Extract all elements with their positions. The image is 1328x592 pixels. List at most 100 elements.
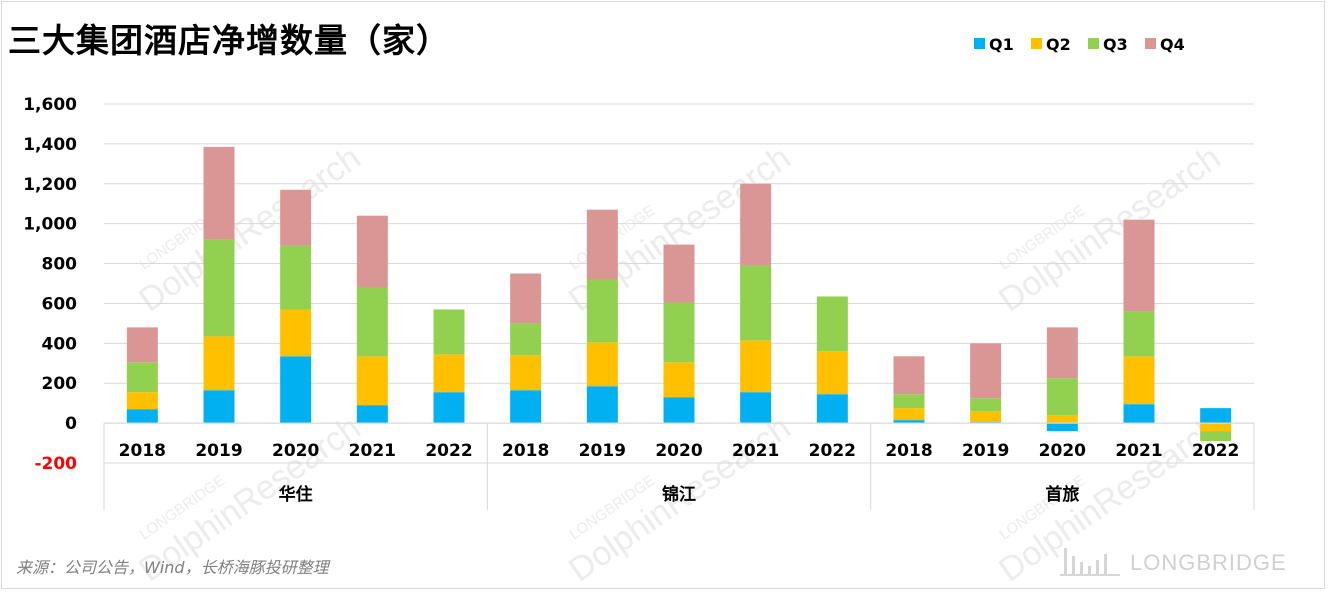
bar-q1 xyxy=(433,392,465,424)
bar-q4 xyxy=(203,146,235,240)
bar-q2 xyxy=(433,354,465,393)
x-tick-label: 2022 xyxy=(1192,441,1239,461)
chart-title: 三大集团酒店净增数量（家） xyxy=(8,21,450,60)
x-tick-label: 2021 xyxy=(349,441,396,461)
x-tick-label: 2020 xyxy=(1039,441,1086,461)
x-tick-label: 2020 xyxy=(272,441,319,461)
bar-q1 xyxy=(663,397,695,424)
bar-q3 xyxy=(1200,431,1232,442)
bar-q3 xyxy=(510,323,542,356)
bar-q1 xyxy=(893,420,925,424)
bar-q3 xyxy=(433,309,465,355)
y-tick-label: 200 xyxy=(42,374,78,394)
bar-q4 xyxy=(893,356,925,395)
bar-q2 xyxy=(893,408,925,421)
bar-q3 xyxy=(740,265,772,341)
y-tick-label: 0 xyxy=(65,414,77,434)
x-tick-label: 2021 xyxy=(1115,441,1162,461)
bar-q3 xyxy=(663,302,695,363)
bar-q2 xyxy=(1200,423,1232,432)
bar-q1 xyxy=(356,405,388,424)
bar-q2 xyxy=(1046,415,1078,424)
legend-swatch-q1 xyxy=(974,38,985,49)
x-tick-label: 2020 xyxy=(655,441,702,461)
y-tick-label: 800 xyxy=(42,255,78,275)
bar-q4 xyxy=(1046,327,1078,379)
bar-q4 xyxy=(126,327,158,363)
bar-q2 xyxy=(126,392,158,410)
x-tick-label: 2019 xyxy=(962,441,1009,461)
bar-q2 xyxy=(1123,356,1155,405)
legend-label: Q3 xyxy=(1103,35,1128,54)
bar-q4 xyxy=(356,215,388,288)
x-tick-label: 2021 xyxy=(732,441,779,461)
bars xyxy=(126,146,1232,442)
x-tick-label: 2018 xyxy=(885,441,932,461)
bar-q4 xyxy=(663,244,695,303)
bar-q3 xyxy=(280,245,312,310)
legend-swatch-q2 xyxy=(1031,38,1042,49)
bar-q2 xyxy=(356,356,388,406)
legend-swatch-q3 xyxy=(1088,38,1099,49)
bar-q2 xyxy=(816,351,848,395)
bar-q4 xyxy=(970,343,1002,399)
bar-q3 xyxy=(586,279,618,343)
bar-q1 xyxy=(740,392,772,424)
watermark-text: DolphinResearch xyxy=(992,139,1227,320)
bar-q1 xyxy=(586,386,618,424)
bar-q1 xyxy=(816,394,848,424)
bar-q1 xyxy=(510,390,542,424)
y-tick-label: -200 xyxy=(34,454,77,474)
bar-q2 xyxy=(280,309,312,357)
bar-q4 xyxy=(586,209,618,280)
y-tick-label: 600 xyxy=(42,294,78,314)
group-label: 华住 xyxy=(279,484,313,505)
bar-q2 xyxy=(586,342,618,387)
legend-label: Q1 xyxy=(989,35,1014,54)
x-tick-label: 2019 xyxy=(195,441,242,461)
bar-q1 xyxy=(280,356,312,424)
y-tick-label: 1,000 xyxy=(23,215,77,235)
bar-q3 xyxy=(1046,378,1078,416)
brand-logo: LONGBRIDGE xyxy=(1060,542,1310,578)
bar-q2 xyxy=(970,411,1002,423)
x-tick-label: 2018 xyxy=(502,441,549,461)
bar-q3 xyxy=(203,239,235,337)
bar-q1 xyxy=(1200,408,1232,424)
group-label: 锦江 xyxy=(662,484,696,505)
y-tick-label: 1,200 xyxy=(23,175,77,195)
group-label: 首旅 xyxy=(1045,484,1079,505)
y-tick-label: 400 xyxy=(42,334,78,354)
bar-q3 xyxy=(816,296,848,352)
y-tick-label: 1,400 xyxy=(23,135,77,155)
bar-q2 xyxy=(510,355,542,391)
legend-swatch-q4 xyxy=(1145,38,1156,49)
legend-label: Q2 xyxy=(1046,35,1071,54)
bar-q3 xyxy=(356,287,388,357)
watermark-text: DolphinResearch xyxy=(132,139,367,320)
bar-q2 xyxy=(203,336,235,391)
x-tick-label: 2018 xyxy=(119,441,166,461)
x-tick-label: 2022 xyxy=(425,441,472,461)
bar-q1 xyxy=(126,409,158,424)
brand-bars-icon xyxy=(1060,548,1120,576)
bar-q2 xyxy=(740,340,772,393)
bar-q4 xyxy=(510,273,542,324)
x-tick-label: 2022 xyxy=(809,441,856,461)
bar-q3 xyxy=(970,398,1002,412)
bar-q1 xyxy=(203,390,235,424)
bar-q3 xyxy=(893,394,925,409)
bar-q4 xyxy=(280,189,312,246)
bar-q3 xyxy=(1123,311,1155,357)
bar-q4 xyxy=(1123,219,1155,312)
axes: 1,600 1,400 1,200 1,000 800 600 400 200 0 -200 201… xyxy=(23,95,1255,510)
bar-q1 xyxy=(1123,404,1155,424)
bar-q1 xyxy=(1046,423,1078,432)
bar-q4 xyxy=(740,183,772,266)
legend-label: Q4 xyxy=(1160,35,1185,54)
bar-q2 xyxy=(663,362,695,398)
